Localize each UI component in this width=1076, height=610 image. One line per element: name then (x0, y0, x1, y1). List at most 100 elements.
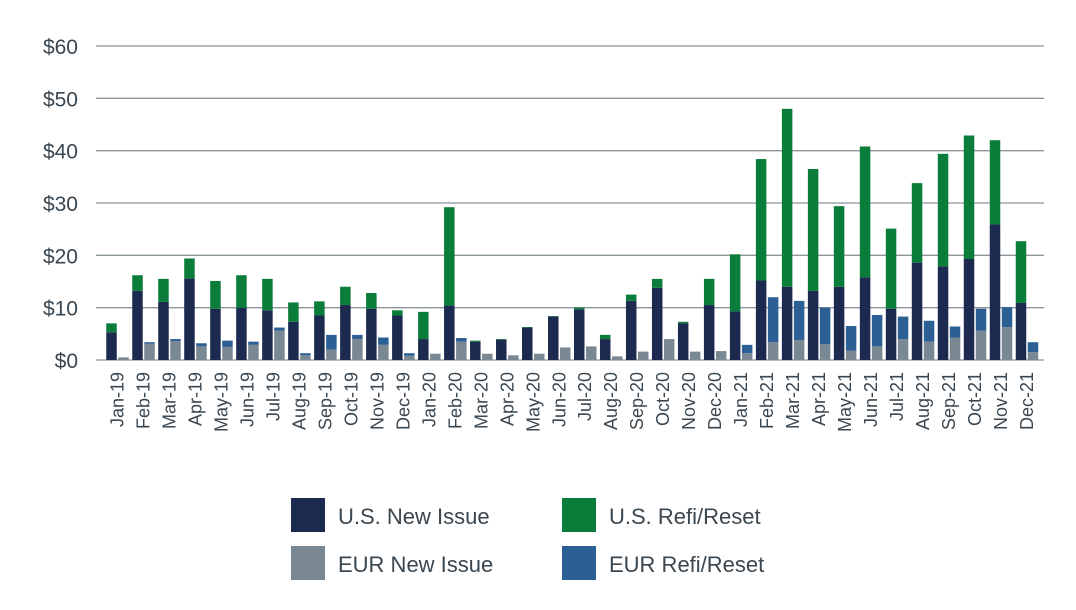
bar-eur-refi-reset (326, 334, 337, 350)
legend-label-eur-refi-reset: EUR Refi/Reset (609, 552, 764, 577)
bar-u-s-refi-reset (885, 228, 897, 309)
legend-swatch-eur-refi-reset (562, 546, 596, 580)
bar-eur-new-issue (196, 346, 207, 360)
bar-u-s-refi-reset (937, 153, 949, 267)
x-tick-label: Jun-21 (861, 372, 881, 427)
legend-swatch-us-refi-reset (562, 498, 596, 532)
bar-eur-new-issue (118, 357, 129, 360)
bar-u-s-new-issue (703, 305, 715, 360)
bar-u-s-refi-reset (314, 301, 325, 316)
bar-u-s-new-issue (262, 310, 273, 360)
bar-group-nov-20 (677, 321, 701, 360)
bar-group-nov-21 (989, 140, 1013, 360)
bar-eur-new-issue (378, 344, 389, 360)
bar-group-dec-21 (1015, 241, 1039, 360)
x-tick-label: Dec-19 (393, 372, 413, 430)
bar-u-s-refi-reset (548, 316, 559, 317)
legend-item-eur-new-issue: EUR New Issue (291, 546, 493, 580)
bar-u-s-new-issue (989, 224, 1001, 360)
bar-group-jul-19 (262, 278, 285, 360)
bar-u-s-new-issue (548, 316, 559, 360)
x-tick-label: May-21 (835, 372, 855, 432)
bar-group-mar-20 (470, 340, 493, 360)
bar-u-s-refi-reset (911, 183, 923, 263)
bar-eur-new-issue (222, 346, 233, 360)
bar-eur-refi-reset (949, 326, 961, 338)
bar-group-apr-20 (496, 339, 519, 360)
bar-eur-refi-reset (1001, 307, 1013, 328)
bar-eur-new-issue (585, 346, 597, 360)
bar-u-s-new-issue (937, 266, 949, 360)
legend-swatch-us-new-issue (291, 498, 325, 532)
bar-group-jul-21 (885, 228, 909, 360)
bar-groups (106, 108, 1039, 360)
bar-u-s-refi-reset (781, 108, 793, 287)
x-tick-label: Sep-21 (939, 372, 959, 430)
bar-u-s-refi-reset (496, 339, 507, 340)
bar-eur-refi-reset (404, 353, 415, 356)
bar-u-s-refi-reset (729, 254, 741, 312)
x-tick-label: Dec-21 (1017, 372, 1037, 430)
bar-group-oct-19 (340, 286, 363, 360)
bar-eur-new-issue (741, 353, 753, 360)
bar-u-s-refi-reset (989, 140, 1001, 225)
bar-u-s-new-issue (210, 308, 221, 360)
bar-u-s-refi-reset (210, 280, 221, 309)
bar-eur-new-issue (949, 337, 961, 360)
x-tick-label: Jun-20 (549, 372, 569, 427)
y-tick-label: $50 (43, 88, 78, 111)
bar-eur-new-issue (508, 355, 519, 360)
bar-eur-new-issue (144, 343, 155, 360)
bar-u-s-new-issue (807, 290, 819, 360)
bar-u-s-new-issue (911, 262, 923, 360)
bar-eur-refi-reset (871, 314, 883, 347)
bar-eur-refi-reset (248, 341, 259, 345)
bar-u-s-new-issue (677, 323, 689, 360)
bar-u-s-refi-reset (392, 310, 403, 316)
x-tick-label: Oct-20 (653, 372, 673, 426)
bar-eur-refi-reset (144, 342, 155, 344)
bar-eur-refi-reset (845, 325, 857, 351)
bar-u-s-refi-reset (132, 275, 143, 291)
bar-group-mar-19 (158, 278, 181, 360)
bar-group-oct-20 (651, 278, 675, 360)
bar-group-jun-19 (236, 275, 259, 360)
bar-eur-new-issue (326, 349, 337, 360)
bar-eur-new-issue (1001, 327, 1013, 360)
x-tick-label: Oct-19 (341, 372, 361, 426)
x-tick-label: Jul-20 (575, 372, 595, 421)
bar-u-s-new-issue (106, 332, 117, 360)
bar-group-may-19 (210, 280, 233, 360)
x-tick-label: Aug-21 (913, 372, 933, 430)
bar-group-jun-20 (548, 316, 571, 360)
x-tick-label: Jun-19 (237, 372, 257, 427)
bar-eur-new-issue (663, 339, 675, 360)
bar-u-s-refi-reset (470, 340, 481, 342)
bar-eur-new-issue (430, 353, 441, 360)
bar-group-mar-21 (781, 108, 805, 360)
bar-u-s-new-issue (314, 315, 325, 360)
x-tick-label: Jul-21 (887, 372, 907, 421)
bar-u-s-new-issue (859, 277, 871, 360)
bar-eur-new-issue (1027, 352, 1039, 360)
bar-u-s-refi-reset (236, 275, 247, 308)
legend-label-us-refi-reset: U.S. Refi/Reset (609, 504, 761, 529)
x-tick-label: Nov-20 (679, 372, 699, 430)
bar-u-s-refi-reset (366, 293, 377, 309)
x-tick-label: Jan-20 (419, 372, 439, 427)
bar-eur-refi-reset (352, 334, 363, 340)
bar-u-s-refi-reset (833, 206, 845, 287)
bar-u-s-new-issue (833, 286, 845, 360)
x-tick-label: Aug-19 (289, 372, 309, 430)
x-tick-label: Nov-21 (991, 372, 1011, 430)
bar-eur-refi-reset (300, 353, 311, 356)
bar-eur-new-issue (170, 341, 181, 360)
bar-group-jan-19 (106, 323, 129, 360)
bar-eur-new-issue (404, 355, 415, 360)
bar-group-dec-19 (392, 310, 415, 360)
x-tick-label: Jul-19 (263, 372, 283, 421)
bar-u-s-refi-reset (573, 307, 585, 310)
x-tick-label: Dec-20 (705, 372, 725, 430)
bar-u-s-new-issue (781, 286, 793, 360)
bar-eur-new-issue (611, 356, 623, 360)
